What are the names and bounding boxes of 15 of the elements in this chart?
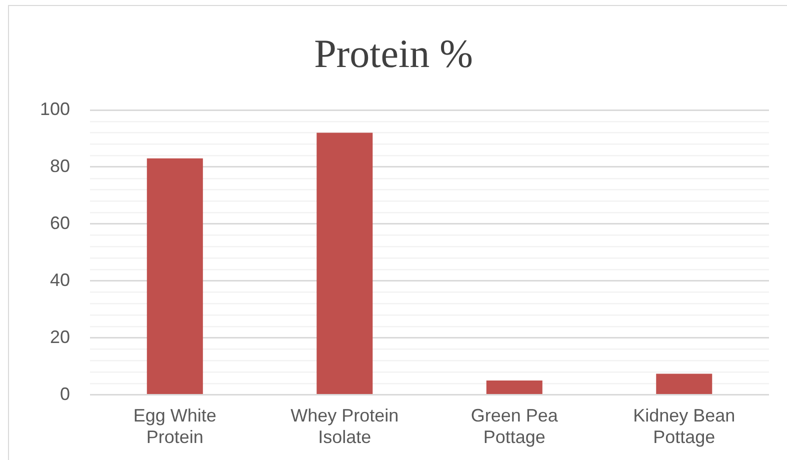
bar xyxy=(486,380,542,394)
x-tick-label: Green Pea Pottage xyxy=(470,406,559,448)
y-tick-label: 20 xyxy=(50,326,70,347)
bar xyxy=(146,158,203,394)
y-tick-label: 60 xyxy=(50,212,70,233)
x-tick-label: Kidney Bean Pottage xyxy=(633,406,736,448)
x-tick-label: Egg White Protein xyxy=(133,406,216,448)
y-tick-label: 0 xyxy=(60,384,70,404)
y-tick-label: 40 xyxy=(50,270,70,290)
bar xyxy=(656,374,712,394)
x-tick-label: Whey Protein Isolate xyxy=(290,406,399,448)
bar xyxy=(316,132,373,394)
y-tick-label: 80 xyxy=(50,156,70,176)
y-tick-label: 100 xyxy=(40,98,70,119)
chart-title: Protein % xyxy=(313,30,474,77)
